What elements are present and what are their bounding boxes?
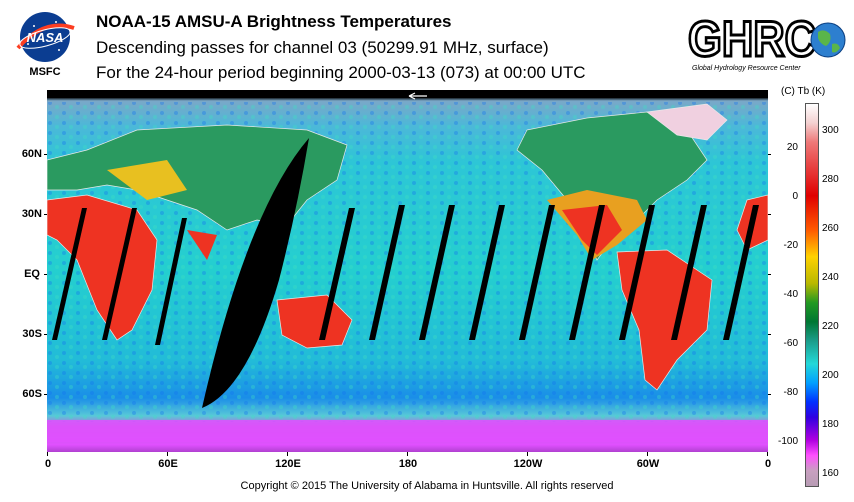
nasa-logo: NASA MSFC: [14, 8, 78, 80]
lat-label-eq: EQ: [24, 268, 40, 280]
colorbar-k-tick: 180: [822, 419, 839, 430]
lat-label-30n: 30N: [21, 208, 42, 220]
lat-label-60n: 60N: [21, 148, 42, 160]
nasa-center-label: MSFC: [29, 66, 61, 78]
ghrc-logo: GHRC Global Hydrology Resource Center: [686, 10, 850, 76]
colorbar-k-tick: 160: [822, 468, 839, 479]
colorbar-c-tick: -20: [783, 240, 798, 251]
lat-label-60s: 60S: [22, 388, 42, 400]
colorbar-k-tick: 240: [822, 272, 839, 283]
orbit-gap-large: [202, 138, 309, 408]
lon-label-60e: 60E: [158, 458, 178, 470]
subtitle-period: For the 24-hour period beginning 2000-03…: [96, 63, 586, 82]
colorbar-c-tick: 20: [786, 142, 798, 153]
lon-label-0-east: 0: [764, 458, 772, 470]
colorbar-k-tick: 300: [822, 125, 839, 136]
colorbar-k-tick: 200: [822, 370, 839, 381]
colorbar-c-tick: -60: [783, 338, 798, 349]
subtitle-channel: Descending passes for channel 03 (50299.…: [96, 38, 549, 57]
colorbar-k-tick: 220: [822, 321, 839, 332]
temperature-colorbar: [805, 103, 819, 487]
colorbar-c-tick: 0: [792, 191, 798, 202]
ghrc-caption: Global Hydrology Resource Center: [692, 65, 801, 72]
orbit-gap-swaths: [52, 138, 759, 408]
pass-direction-arrow-icon: [408, 92, 427, 100]
colorbar-c-tick: -100: [777, 436, 798, 447]
colorbar-c-tick: -40: [783, 289, 798, 300]
copyright-notice: Copyright © 2015 The University of Alaba…: [240, 480, 614, 492]
lat-label-30s: 30S: [22, 328, 42, 340]
land-australia: [276, 294, 353, 349]
nasa-wordmark: NASA: [27, 30, 64, 45]
colorbar-k-tick: 260: [822, 223, 839, 234]
lon-label-60w: 60W: [636, 458, 660, 470]
lon-label-180: 180: [398, 458, 418, 470]
land-antarctica: [47, 420, 768, 442]
colorbar-units-label: (C) Tb (K): [781, 86, 826, 97]
colorbar-k-tick: 280: [822, 174, 839, 185]
lon-label-120e: 120E: [275, 458, 301, 470]
colorbar-c-tick: -80: [783, 387, 798, 398]
ghrc-wordmark: GHRC: [688, 11, 816, 67]
brightness-temperature-map: [47, 90, 768, 452]
page-title: NOAA-15 AMSU-A Brightness Temperatures: [96, 12, 452, 31]
lon-label-120w: 120W: [513, 458, 543, 470]
lon-label-0-west: 0: [44, 458, 52, 470]
land-greenland: [646, 103, 728, 141]
